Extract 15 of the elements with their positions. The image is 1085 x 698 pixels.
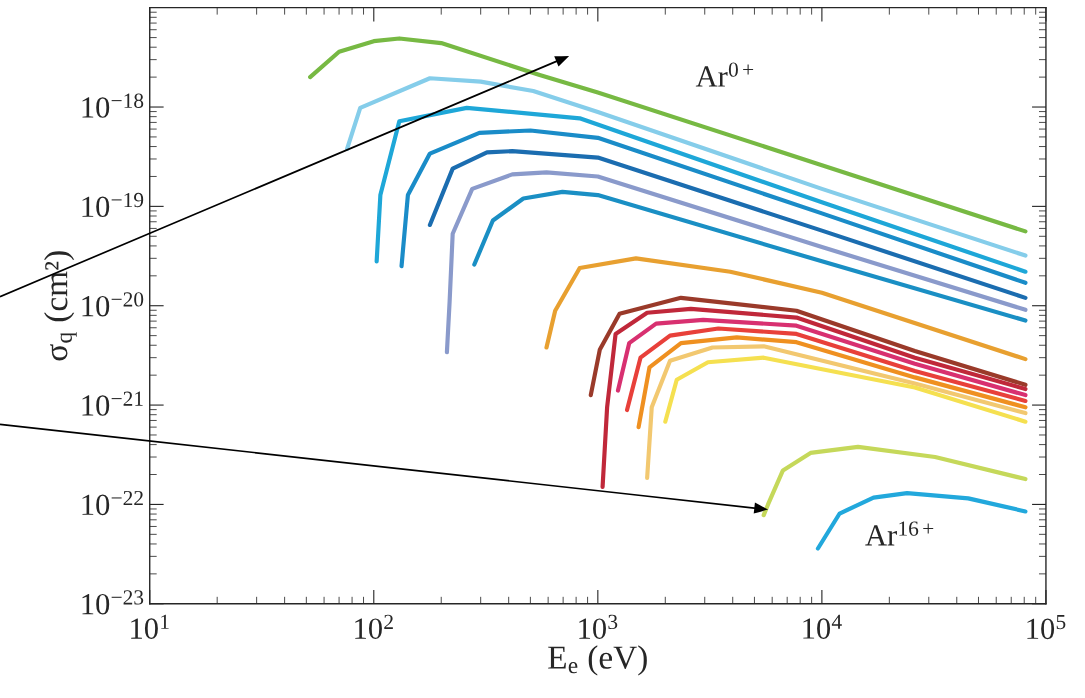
x-tick-label: 10$^{3}$ xyxy=(579,614,618,640)
y-tick-label: 10$^{−23}$ xyxy=(82,590,144,615)
y-tick-label: 10$^{−19}$ xyxy=(82,192,144,218)
y-axis-title: σ$_{q}$ (cm²) xyxy=(44,251,77,361)
x-tick-label: 10$^{4}$ xyxy=(803,614,842,639)
x-tick-label: 10$^{5}$ xyxy=(1027,615,1066,640)
annotation: Ar$^{0+}$ xyxy=(695,62,754,87)
y-tick-label: 10$^{−18}$ xyxy=(82,93,144,118)
y-tick-label: 10$^{−20}$ xyxy=(82,292,144,317)
x-tick-label: 10$^{2}$ xyxy=(355,614,393,640)
x-axis-title: E$_{e}$ (eV) xyxy=(548,645,647,676)
x-tick-label: 10$^{1}$ xyxy=(131,614,169,639)
annotation: Ar$^{16+}$ xyxy=(865,521,934,546)
y-tick-label: 10$^{−22}$ xyxy=(82,490,143,516)
y-tick-label: 10$^{−21}$ xyxy=(82,391,143,416)
